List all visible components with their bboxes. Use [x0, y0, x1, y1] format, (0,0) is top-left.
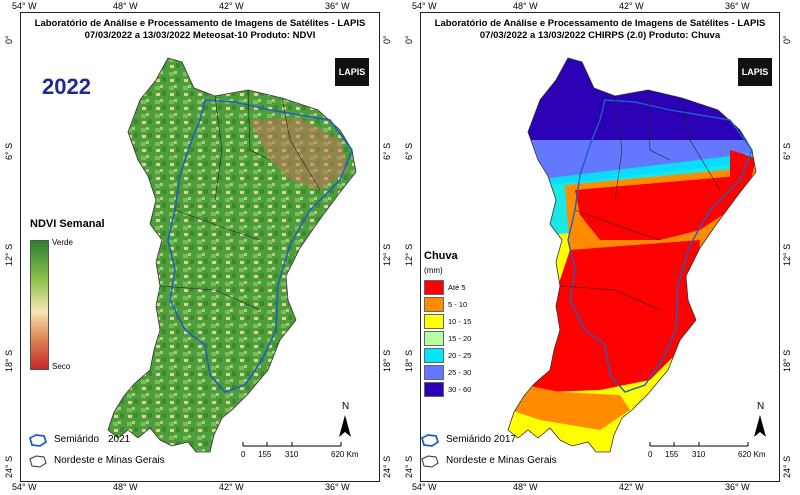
rain-legend-label: 20 - 25 [448, 351, 472, 360]
rain-legend-swatch [424, 331, 444, 346]
lon-tick: 54° W [412, 1, 437, 11]
lon-tick: 42° W [619, 1, 644, 11]
lon-tick: 48° W [513, 482, 538, 492]
lon-tick: 48° W [113, 1, 138, 11]
ndvi-legend-title: NDVI Semanal [30, 218, 105, 230]
scale-bar [242, 442, 342, 447]
rain-legend-label: 5 - 10 [448, 300, 468, 309]
region-outline [507, 57, 757, 453]
rain-legend-label: 10 - 15 [448, 317, 472, 326]
rain-panel: Laboratório de Análise e Processamento d… [400, 0, 800, 495]
rain-map [507, 57, 766, 453]
north-label: N [342, 401, 350, 412]
rain-legend-swatch [424, 348, 444, 363]
region-legend-label: Nordeste e Minas Gerais [54, 455, 165, 466]
rain-title-line2: 07/03/2022 a 13/03/2022 CHIRPS (2.0) Pro… [479, 30, 721, 41]
ndvi-color-ramp [30, 240, 49, 370]
lon-tick: 36° W [725, 1, 750, 11]
ndvi-legend-low: Seco [52, 362, 71, 371]
lon-tick: 54° W [412, 482, 437, 492]
rain-legend-label: 15 - 20 [448, 334, 472, 343]
lon-tick: 48° W [113, 482, 138, 492]
lon-tick: 42° W [219, 482, 244, 492]
region-shape [107, 57, 357, 453]
rain-legend-label: Até 5 [448, 283, 466, 292]
ndvi-panel: Laboratório de Análise e Processamento d… [4, 1, 392, 492]
scale-tick: 310 [285, 450, 299, 459]
lon-tick: 36° W [325, 1, 350, 11]
rain-legend-swatch [424, 365, 444, 380]
semiarid-legend-icon [28, 434, 48, 447]
semiarid-legend-icon [420, 434, 440, 447]
lon-tick: 54° W [12, 482, 37, 492]
rain-legend-swatch [424, 382, 444, 397]
ndvi-legend-high: Verde [52, 238, 73, 247]
semiarid-legend-year: 2021 [108, 434, 131, 445]
lon-tick: 36° W [325, 482, 350, 492]
dry-area [250, 118, 348, 190]
rain-legend-swatch [424, 297, 444, 312]
scale-tick: 310 [692, 450, 706, 459]
lapis-logo: LAPIS [335, 58, 369, 86]
region-legend-label: Nordeste e Minas Gerais [446, 455, 557, 466]
lon-tick: 42° W [219, 1, 244, 11]
rain-legend-title: Chuva [424, 250, 458, 262]
semiarid-legend-label: Semiárido 2017 [446, 434, 517, 445]
ndvi-map [107, 57, 357, 453]
state-borders [159, 89, 321, 311]
scale-tick: 155 [665, 450, 679, 459]
state-borders [559, 89, 721, 311]
ndvi-title-line1: Laboratório de Análise e Processamento d… [34, 18, 366, 29]
scale-tick: 155 [258, 450, 272, 459]
north-arrow [754, 415, 766, 437]
rain-classes [508, 58, 756, 452]
scale-tick: 0 [648, 450, 653, 459]
north-label: N [757, 401, 765, 412]
year-label: 2022 [42, 74, 91, 99]
rain-legend-label: 30 - 60 [448, 385, 472, 394]
rain-title-line1: Laboratório de Análise e Processamento d… [434, 18, 766, 29]
scale-tick: 620 Km [331, 450, 359, 459]
ndvi-title-line2: 07/03/2022 a 13/03/2022 Meteosat-10 Prod… [84, 30, 316, 41]
lon-tick: 42° W [619, 482, 644, 492]
region-legend-icon [29, 455, 47, 468]
lon-tick: 48° W [513, 1, 538, 11]
scale-bar [649, 442, 749, 447]
rain-legend-swatch [424, 280, 444, 295]
scale-tick: 0 [241, 450, 246, 459]
north-arrow [339, 415, 351, 437]
lon-tick: 54° W [12, 1, 37, 11]
lon-tick: 36° W [725, 482, 750, 492]
scale-tick: 620 Km [738, 450, 766, 459]
rain-legend-unit: (mm) [424, 266, 443, 275]
rain-legend-label: 25 - 30 [448, 368, 472, 377]
rain-legend-swatch [424, 314, 444, 329]
region-legend-icon [421, 455, 439, 468]
semiarid-legend-label: Semiárido [54, 434, 100, 445]
lapis-logo: LAPIS [738, 58, 772, 86]
